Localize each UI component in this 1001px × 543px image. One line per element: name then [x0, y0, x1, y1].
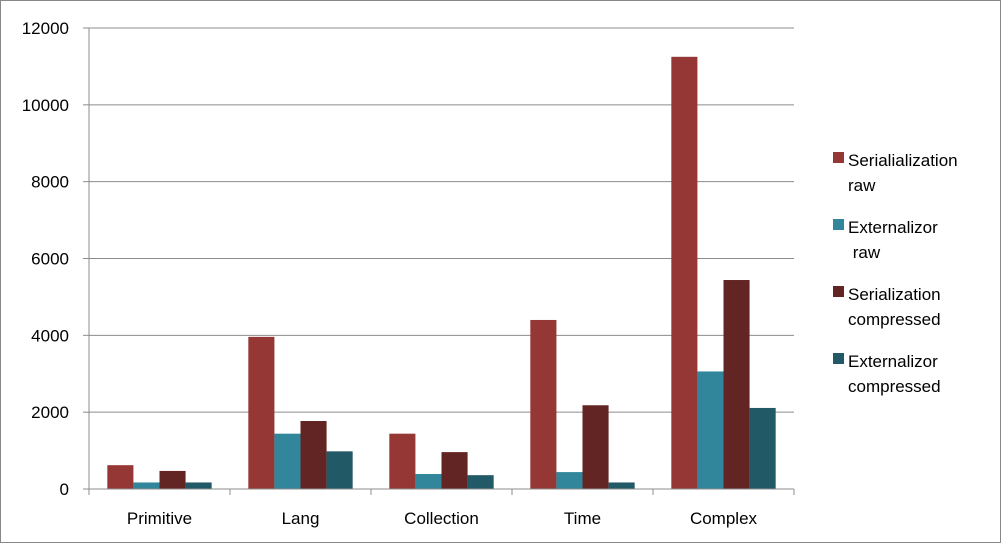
- legend-swatch: [833, 219, 844, 230]
- bar: [389, 433, 416, 489]
- bar: [415, 474, 442, 489]
- bar: [749, 407, 776, 489]
- bar: [248, 336, 275, 489]
- x-tick-label: Time: [564, 509, 601, 528]
- bar: [326, 451, 353, 489]
- y-tick-label: 6000: [31, 250, 69, 269]
- bars: [107, 56, 776, 489]
- bar: [159, 470, 186, 489]
- legend-swatch: [833, 353, 844, 364]
- legend-swatch: [833, 286, 844, 297]
- x-tick-label: Complex: [690, 509, 758, 528]
- bar: [441, 452, 468, 489]
- bar: [467, 475, 494, 489]
- y-tick-label: 4000: [31, 326, 69, 345]
- legend-label: Serialization compressed: [848, 285, 941, 329]
- y-tick-label: 0: [60, 480, 69, 499]
- legend-label: Externalizor raw: [848, 218, 938, 262]
- bar: [582, 405, 609, 489]
- x-tick-labels: Primitive Lang Collection Time Complex: [127, 509, 758, 528]
- legend-label: Serialialization raw: [848, 151, 958, 195]
- bar: [133, 482, 160, 489]
- bar: [723, 280, 750, 489]
- x-tick-label: Collection: [404, 509, 479, 528]
- y-tick-labels: 0 2000 4000 6000 8000 10000 12000: [22, 19, 69, 499]
- y-tick-label: 2000: [31, 403, 69, 422]
- bar: [608, 482, 635, 489]
- legend-swatch: [833, 152, 844, 163]
- bar: [107, 465, 134, 489]
- x-tick-label: Primitive: [127, 509, 192, 528]
- x-tick-label: Lang: [282, 509, 320, 528]
- bar: [300, 421, 327, 489]
- y-tick-label: 10000: [22, 96, 69, 115]
- bar: [697, 371, 724, 489]
- legend: Serialialization raw Externalizor raw Seria…: [833, 151, 958, 396]
- bar: [274, 433, 301, 489]
- bar: [530, 319, 557, 489]
- axes: [83, 27, 795, 495]
- legend-label: Externalizor compressed: [848, 352, 941, 396]
- y-tick-label: 12000: [22, 19, 69, 38]
- bar: [185, 482, 212, 489]
- y-tick-label: 8000: [31, 173, 69, 192]
- bar: [671, 56, 698, 489]
- bar: [556, 472, 583, 489]
